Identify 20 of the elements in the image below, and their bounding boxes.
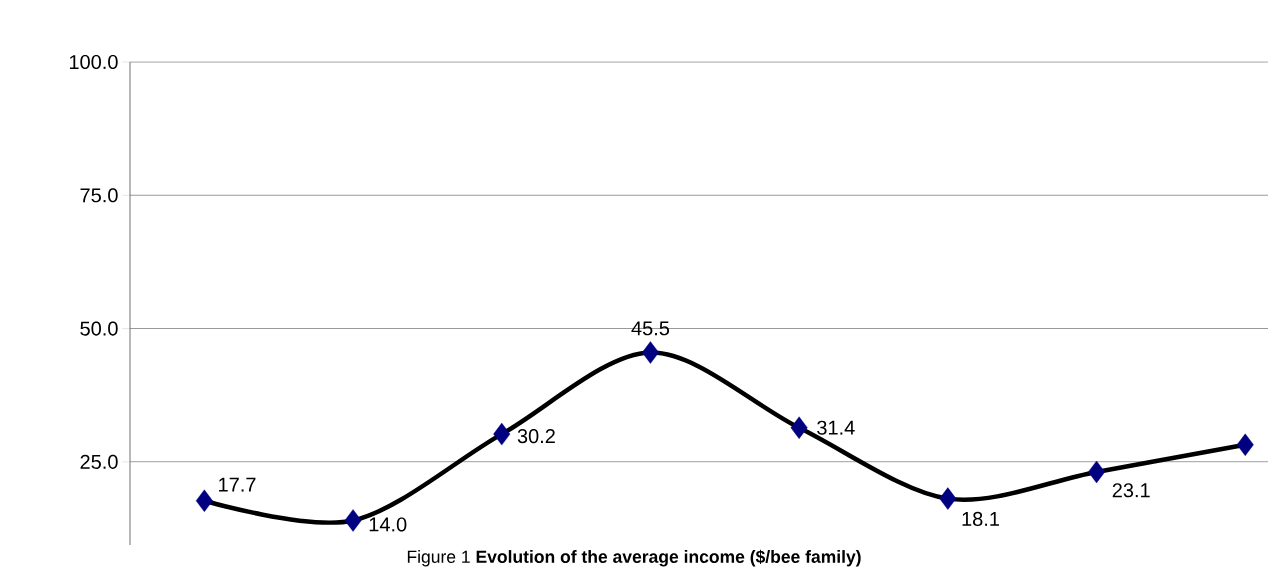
point — [939, 487, 957, 510]
point — [1088, 460, 1105, 484]
point — [344, 509, 362, 532]
text: Figure 1 Evolution of the average income ($/bee family) — [407, 549, 861, 567]
y-tick-label: 50.0 — [80, 321, 118, 336]
y-tick-label: 25.0 — [80, 454, 118, 469]
point — [642, 341, 659, 364]
data-label: 18.1 — [962, 511, 999, 526]
data-label: 17.7 — [219, 477, 256, 492]
point — [790, 416, 808, 439]
point — [195, 489, 213, 512]
y-tick-label: 75.0 — [80, 188, 118, 203]
data-label: 30.2 — [517, 429, 555, 444]
point — [493, 422, 511, 446]
data-label: 23.1 — [1112, 483, 1150, 498]
data-label: 14.0 — [369, 517, 407, 532]
y-tick-label: 100.0 — [69, 54, 118, 70]
data-label: 45.5 — [631, 321, 670, 336]
point — [1236, 433, 1254, 456]
data-label: 31.4 — [817, 420, 855, 435]
